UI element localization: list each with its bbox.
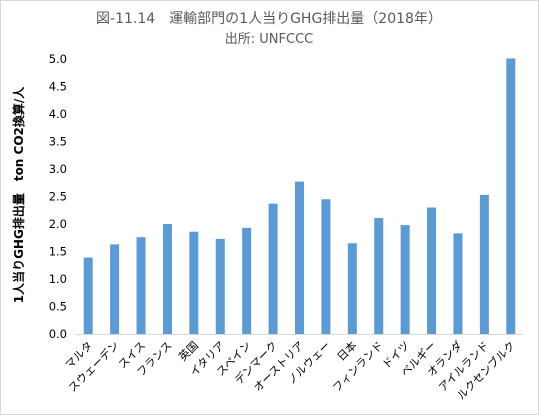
y-tick-label: 5.0 (49, 52, 67, 66)
y-tick-label: 2.0 (49, 217, 67, 231)
bar (506, 58, 516, 334)
bar (427, 207, 437, 334)
bar (242, 227, 252, 334)
bar (400, 225, 410, 334)
y-tick-label: 3.0 (49, 162, 67, 176)
chart-title: 図-11.14 運輸部門の1人当りGHG排出量（2018年） (96, 11, 442, 27)
y-axis-label: 1人当りGHG排出量 ton CO2換算/人 (11, 86, 26, 304)
chart-subtitle: 出所: UNFCCC (225, 32, 313, 47)
y-tick-label: 0.0 (49, 327, 67, 341)
bar (83, 257, 93, 334)
bar (321, 199, 331, 334)
y-tick-label: 4.5 (49, 80, 67, 94)
bar (295, 181, 304, 334)
bar (136, 237, 146, 334)
y-tick-label: 0.5 (49, 300, 67, 314)
bar (347, 243, 357, 334)
y-tick-label: 1.5 (49, 245, 67, 259)
bar (374, 217, 384, 334)
y-axis-ticks: 0.0 0.5 1.0 1.5 2.0 2.5 3.0 3.5 4.0 4.5 5.0 (49, 52, 67, 341)
y-tick-label: 4.0 (49, 107, 67, 121)
y-tick-label: 2.5 (49, 190, 67, 204)
bar (479, 194, 489, 334)
bar (215, 238, 225, 334)
bars (83, 58, 516, 334)
y-tick-label: 3.5 (49, 135, 67, 149)
bar (162, 224, 172, 334)
bar (189, 231, 199, 334)
bar (110, 244, 120, 334)
y-tick-label: 1.0 (49, 272, 67, 286)
bar (453, 233, 463, 334)
bar (268, 203, 278, 334)
